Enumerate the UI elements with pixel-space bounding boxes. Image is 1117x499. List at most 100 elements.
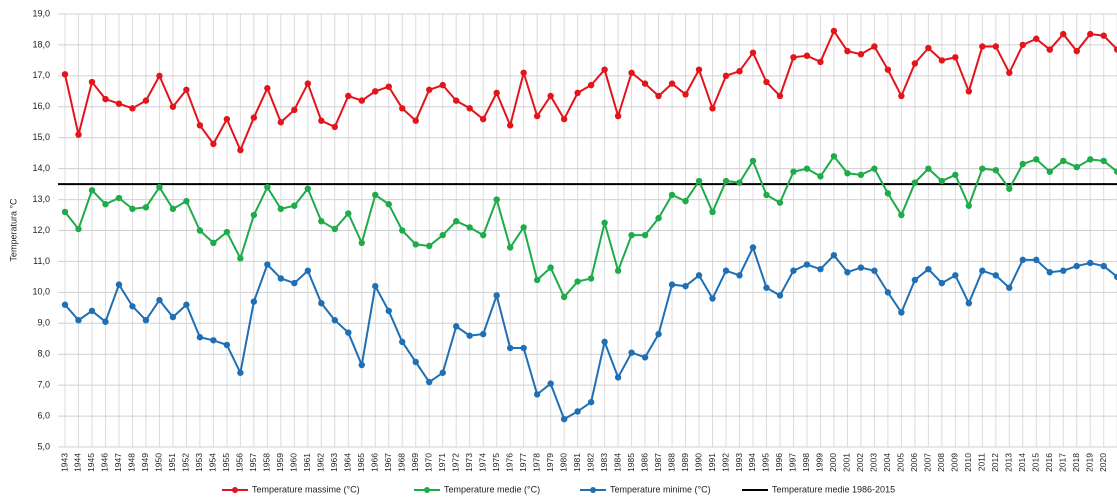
data-point [129,105,136,112]
data-point [466,105,473,112]
data-point [183,301,190,308]
data-point [264,85,271,92]
data-point [1033,156,1040,163]
data-point [722,72,730,80]
x-tick-label: 1998 [801,453,811,472]
x-tick-label: 1996 [774,453,784,472]
y-axis-title: Temperatura °C [8,198,18,262]
x-tick-label: 1990 [693,453,703,472]
data-point [520,224,527,231]
x-tick-label: 1953 [194,453,204,472]
data-point [75,131,82,138]
data-point [655,92,662,100]
data-point [426,378,433,386]
data-point [318,117,325,124]
data-point [412,117,419,124]
data-point [506,122,514,129]
data-point [115,100,123,107]
x-tick-label: 2014 [1017,453,1027,472]
data-point [790,54,797,61]
data-point [776,199,784,206]
data-point [817,173,824,180]
data-point [1060,30,1067,38]
x-tick-label: 1975 [491,453,501,472]
data-point [560,115,568,123]
data-point [587,275,595,282]
data-point [493,89,500,97]
data-point [952,54,959,61]
x-tick-label: 1954 [208,453,218,472]
data-point [399,338,406,346]
data-point [709,105,716,112]
x-tick-label: 1977 [518,453,528,472]
data-point [358,361,365,369]
data-point [196,227,204,234]
x-tick-label: 1951 [167,453,177,472]
x-tick-label: 2018 [1071,453,1081,472]
data-point [169,313,177,321]
data-point [61,301,69,308]
x-tick-label: 1988 [666,453,676,472]
data-point [331,316,338,324]
data-point [196,334,204,341]
y-tick-label: 15,0 [32,132,50,142]
data-point [453,97,460,104]
data-point [790,267,797,274]
data-point [547,264,554,271]
data-point [506,344,514,352]
data-point [345,329,352,336]
data-point [1060,267,1067,274]
data-point [911,60,919,67]
data-point [979,267,986,274]
data-point [587,81,595,89]
data-point [493,196,500,203]
x-tick-label: 2008 [936,453,946,472]
data-point [1073,163,1080,171]
data-point [776,92,784,100]
data-point [345,210,352,217]
data-point [911,276,919,284]
data-point [1087,30,1094,38]
data-point [614,112,622,120]
data-point [547,380,554,387]
data-point [183,86,190,93]
data-point [844,170,851,177]
data-point [1033,256,1040,264]
x-tick-label: 1950 [154,453,164,472]
x-tick-label: 2010 [963,453,973,472]
data-point [938,279,946,287]
y-tick-label: 9,0 [37,318,50,328]
data-point [601,338,608,346]
data-point [641,354,649,361]
x-tick-label: 1943 [59,453,69,472]
data-point [722,177,730,185]
x-tick-label: 2012 [990,453,1000,472]
data-point [749,49,757,56]
data-point [372,88,379,95]
data-point [237,146,244,154]
data-point [992,166,1000,174]
x-tick-label: 1964 [343,453,353,472]
data-point [533,391,541,398]
data-point [817,58,824,66]
y-tick-label: 14,0 [32,163,50,173]
data-point [682,91,689,98]
data-point [169,205,177,213]
data-point [830,27,838,35]
data-point [1033,35,1040,42]
data-point [129,303,136,310]
x-tick-label: 2005 [896,453,906,472]
data-point [277,275,285,282]
data-point [250,211,258,219]
data-point [61,71,69,78]
data-point [857,51,865,58]
data-point [318,218,325,225]
x-tick-label: 2001 [842,453,852,472]
data-point [763,78,770,86]
data-point [304,267,312,274]
data-point [304,185,312,192]
data-point [466,332,473,339]
x-tick-label: 1967 [383,453,393,472]
data-point [695,272,703,279]
x-tick-label: 1961 [302,453,312,472]
